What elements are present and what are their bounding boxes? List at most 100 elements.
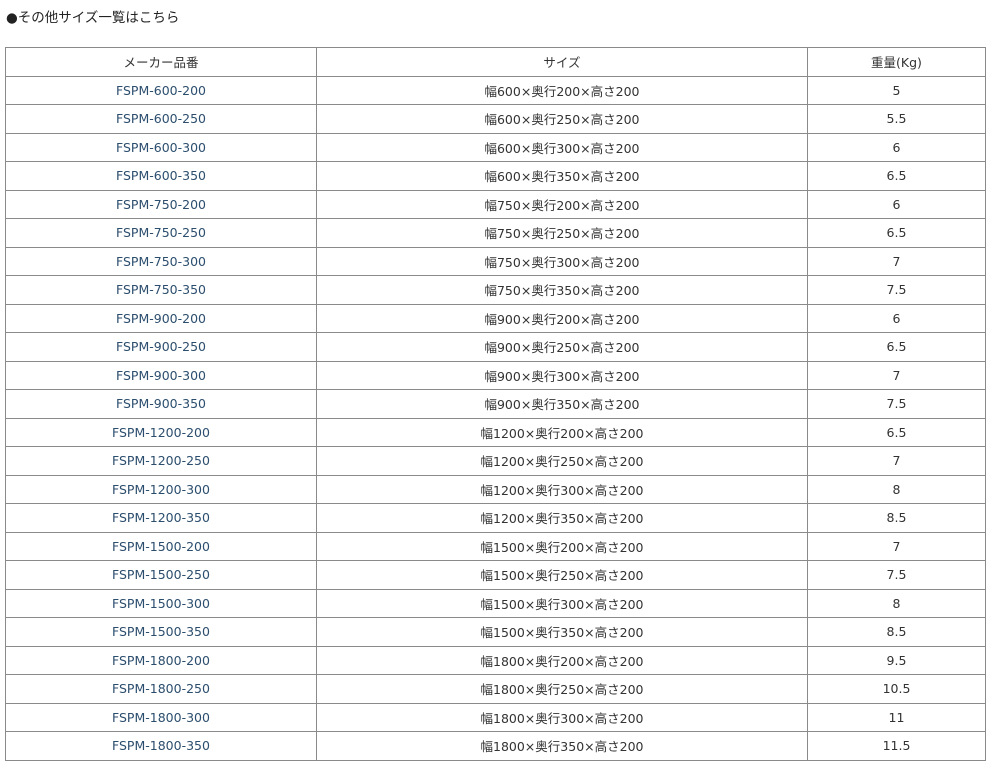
weight-cell: 6.5 [807,417,986,447]
header-weight: 重量(Kg) [807,47,986,77]
size-cell: 幅1800×奥行300×高さ200 [316,702,808,732]
weight-cell: 11 [807,702,986,732]
product-code-cell: FSPM-1800-200 [5,645,317,675]
product-code-cell: FSPM-1200-300 [5,474,317,504]
table-row: FSPM-900-250 幅900×奥行250×高さ200 6.5 [5,332,986,362]
table-row: FSPM-900-350 幅900×奥行350×高さ200 7.5 [5,389,986,419]
weight-cell: 11.5 [807,731,986,761]
table-row: FSPM-900-300 幅900×奥行300×高さ200 7 [5,360,986,390]
table-row: FSPM-750-300 幅750×奥行300×高さ200 7 [5,246,986,276]
product-code-cell: FSPM-900-250 [5,332,317,362]
product-code-cell: FSPM-1800-250 [5,674,317,704]
weight-cell: 8.5 [807,503,986,533]
size-cell: 幅600×奥行300×高さ200 [316,132,808,162]
table-row: FSPM-750-200 幅750×奥行200×高さ200 6 [5,189,986,219]
product-code-cell: FSPM-750-300 [5,246,317,276]
weight-cell: 8 [807,588,986,618]
weight-cell: 7 [807,246,986,276]
table-row: FSPM-1800-350 幅1800×奥行350×高さ200 11.5 [5,731,986,761]
size-cell: 幅1200×奥行200×高さ200 [316,417,808,447]
weight-cell: 6.5 [807,218,986,248]
product-code-cell: FSPM-1500-250 [5,560,317,590]
weight-cell: 6 [807,303,986,333]
table-row: FSPM-1800-300 幅1800×奥行300×高さ200 11 [5,702,986,732]
table-row: FSPM-1200-200 幅1200×奥行200×高さ200 6.5 [5,417,986,447]
weight-cell: 7 [807,360,986,390]
product-code-cell: FSPM-1200-350 [5,503,317,533]
product-code-cell: FSPM-600-200 [5,75,317,105]
product-code-cell: FSPM-600-250 [5,104,317,134]
size-cell: 幅1200×奥行300×高さ200 [316,474,808,504]
weight-cell: 6 [807,189,986,219]
weight-cell: 6 [807,132,986,162]
product-code-cell: FSPM-1200-250 [5,446,317,476]
size-cell: 幅1200×奥行350×高さ200 [316,503,808,533]
size-cell: 幅1500×奥行200×高さ200 [316,531,808,561]
weight-cell: 5.5 [807,104,986,134]
weight-cell: 7 [807,531,986,561]
table-row: FSPM-1500-300 幅1500×奥行300×高さ200 8 [5,588,986,618]
size-cell: 幅750×奥行250×高さ200 [316,218,808,248]
table-row: FSPM-600-300 幅600×奥行300×高さ200 6 [5,132,986,162]
weight-cell: 8 [807,474,986,504]
table-row: FSPM-1500-350 幅1500×奥行350×高さ200 8.5 [5,617,986,647]
size-cell: 幅1800×奥行200×高さ200 [316,645,808,675]
size-cell: 幅900×奥行300×高さ200 [316,360,808,390]
weight-cell: 7.5 [807,275,986,305]
table-row: FSPM-1500-200 幅1500×奥行200×高さ200 7 [5,531,986,561]
size-cell: 幅1800×奥行350×高さ200 [316,731,808,761]
size-cell: 幅1500×奥行300×高さ200 [316,588,808,618]
product-code-cell: FSPM-1200-200 [5,417,317,447]
product-code-cell: FSPM-1500-300 [5,588,317,618]
table-row: FSPM-1200-350 幅1200×奥行350×高さ200 8.5 [5,503,986,533]
weight-cell: 6.5 [807,161,986,191]
header-product-code: メーカー品番 [5,47,317,77]
weight-cell: 7.5 [807,389,986,419]
product-code-cell: FSPM-1500-200 [5,531,317,561]
size-cell: 幅600×奥行250×高さ200 [316,104,808,134]
product-code-cell: FSPM-1800-350 [5,731,317,761]
product-code-cell: FSPM-750-350 [5,275,317,305]
table-header-row: メーカー品番 サイズ 重量(Kg) [5,47,986,77]
weight-cell: 5 [807,75,986,105]
size-cell: 幅750×奥行300×高さ200 [316,246,808,276]
table-row: FSPM-750-250 幅750×奥行250×高さ200 6.5 [5,218,986,248]
table-row: FSPM-1500-250 幅1500×奥行250×高さ200 7.5 [5,560,986,590]
size-cell: 幅1500×奥行250×高さ200 [316,560,808,590]
table-row: FSPM-1200-300 幅1200×奥行300×高さ200 8 [5,474,986,504]
size-cell: 幅600×奥行350×高さ200 [316,161,808,191]
product-code-cell: FSPM-600-300 [5,132,317,162]
product-code-cell: FSPM-1500-350 [5,617,317,647]
weight-cell: 9.5 [807,645,986,675]
product-code-cell: FSPM-750-250 [5,218,317,248]
product-code-cell: FSPM-750-200 [5,189,317,219]
table-row: FSPM-600-350 幅600×奥行350×高さ200 6.5 [5,161,986,191]
table-row: FSPM-750-350 幅750×奥行350×高さ200 7.5 [5,275,986,305]
size-cell: 幅900×奥行200×高さ200 [316,303,808,333]
weight-cell: 6.5 [807,332,986,362]
table-row: FSPM-1800-250 幅1800×奥行250×高さ200 10.5 [5,674,986,704]
product-code-cell: FSPM-1800-300 [5,702,317,732]
weight-cell: 7 [807,446,986,476]
weight-cell: 10.5 [807,674,986,704]
size-cell: 幅900×奥行350×高さ200 [316,389,808,419]
table-row: FSPM-600-250 幅600×奥行250×高さ200 5.5 [5,104,986,134]
size-cell: 幅750×奥行350×高さ200 [316,275,808,305]
product-code-cell: FSPM-600-350 [5,161,317,191]
size-cell: 幅900×奥行250×高さ200 [316,332,808,362]
product-code-cell: FSPM-900-200 [5,303,317,333]
size-cell: 幅750×奥行200×高さ200 [316,189,808,219]
weight-cell: 7.5 [807,560,986,590]
size-cell: 幅600×奥行200×高さ200 [316,75,808,105]
product-code-cell: FSPM-900-300 [5,360,317,390]
size-table: メーカー品番 サイズ 重量(Kg) FSPM-600-200 幅600×奥行200… [5,47,986,761]
size-cell: 幅1500×奥行350×高さ200 [316,617,808,647]
table-row: FSPM-600-200 幅600×奥行200×高さ200 5 [5,75,986,105]
size-cell: 幅1800×奥行250×高さ200 [316,674,808,704]
size-cell: 幅1200×奥行250×高さ200 [316,446,808,476]
section-heading-link[interactable]: ●その他サイズ一覧はこちら [6,10,180,26]
product-code-cell: FSPM-900-350 [5,389,317,419]
table-row: FSPM-1200-250 幅1200×奥行250×高さ200 7 [5,446,986,476]
table-body: FSPM-600-200 幅600×奥行200×高さ200 5 FSPM-600-25… [5,75,986,761]
weight-cell: 8.5 [807,617,986,647]
